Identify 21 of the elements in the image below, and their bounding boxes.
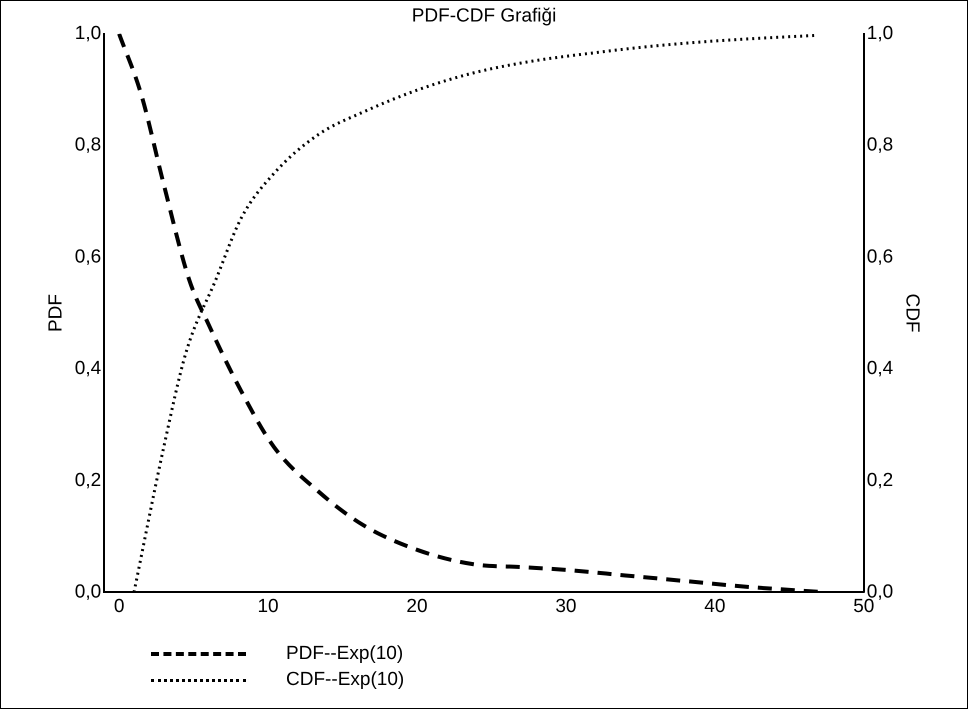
x-tick-label: 20 [406,596,428,617]
legend-label: PDF--Exp(10) [286,643,404,665]
x-tick-label: 0 [114,596,124,617]
y-axis-title: PDF [46,294,67,332]
y2-tick-label: 0,2 [866,470,894,491]
y-tick-label: 0,8 [74,134,102,156]
x-tick-label: 40 [704,596,726,617]
y-tick-label: 0,2 [74,470,102,491]
y-tick-label: 0,4 [74,358,102,380]
y-tick-label: 1,0 [74,23,102,44]
y-tick-label: 0,0 [74,581,102,602]
y2-tick-label: 0,8 [866,134,894,156]
y2-axis-title: CDF [901,293,922,333]
y2-tick-label: 1,0 [866,23,894,44]
x-tick-label: 30 [555,596,576,617]
legend-label: CDF--Exp(10) [286,669,404,691]
y2-tick-label: 0,4 [866,358,894,380]
y2-tick-label: 0,6 [866,246,894,268]
x-tick-label: 10 [257,596,279,617]
y-tick-label: 0,6 [74,246,102,268]
chart-title: PDF-CDF Grafiği [412,6,556,27]
